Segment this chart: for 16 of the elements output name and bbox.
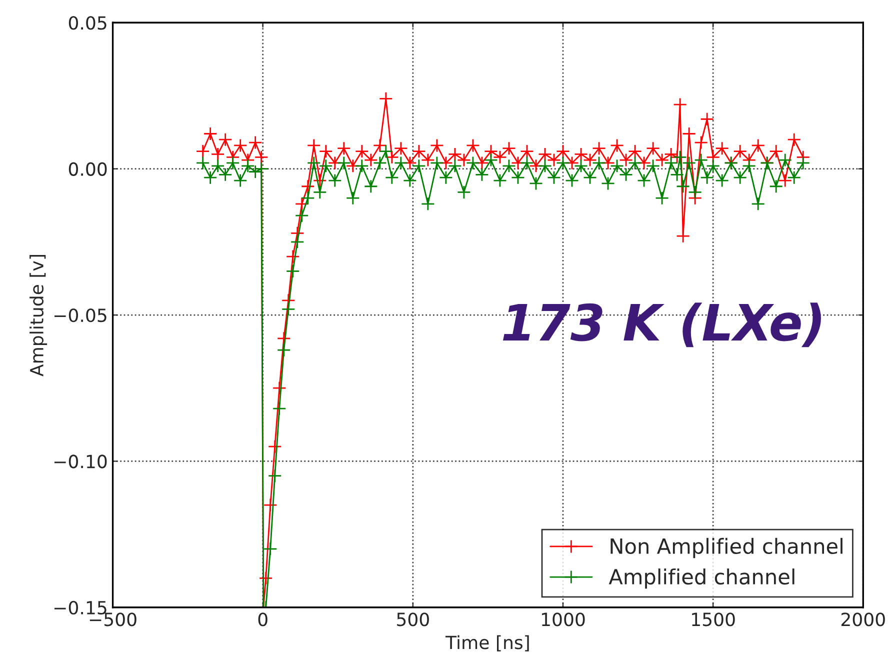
y-tick-label: −0.05 [54, 308, 106, 322]
x-tick-label: 0 [258, 612, 268, 626]
annotation: 173 K (LXe) [503, 302, 821, 348]
x-tick-label: 1500 [692, 612, 735, 626]
y-axis-title: Amplitude [v] [30, 255, 48, 376]
legend-label: Amplified channel [608, 568, 794, 589]
y-tick-label: 0.00 [68, 162, 107, 176]
x-tick-label: 500 [397, 612, 429, 626]
x-tick-label: −500 [90, 612, 136, 626]
y-tick-label: −0.10 [54, 454, 107, 468]
y-tick-label: −0.15 [54, 600, 106, 615]
x-tick-label: 1000 [542, 612, 585, 626]
y-tick-label: 0.05 [68, 16, 106, 30]
x-tick-label: 2000 [841, 612, 885, 626]
x-axis-title: Time [ns] [445, 635, 529, 652]
legend-label: Non Amplified channel [610, 538, 842, 558]
